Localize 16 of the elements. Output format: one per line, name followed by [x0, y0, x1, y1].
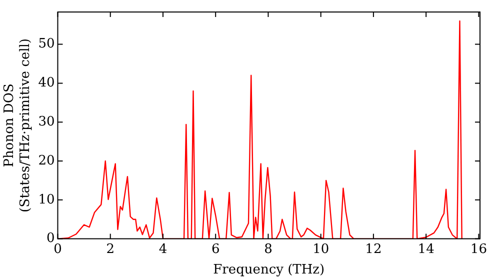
x-axis-title: Frequency (THz)	[213, 262, 325, 278]
y-tick-label: 20	[38, 153, 55, 168]
x-tick-label: 12	[365, 242, 382, 257]
y-tick-label: 0	[46, 231, 55, 246]
y-tick-label: 10	[38, 192, 55, 208]
x-tick-label: 16	[470, 242, 487, 257]
x-tick-label: 10	[312, 242, 330, 257]
y-axis-title: Phonon DOS (States/THz·primitive cell)	[2, 38, 33, 212]
y-tick-label: 40	[38, 76, 55, 91]
y-tick-label: 50	[38, 36, 55, 52]
x-tick-label: 8	[264, 242, 272, 257]
x-tick-label: 6	[211, 242, 220, 257]
y-tick-label: 30	[38, 114, 55, 130]
x-tick-label: 2	[106, 242, 114, 257]
x-tick-label: 4	[158, 242, 168, 257]
x-tick-label: 14	[418, 242, 434, 257]
